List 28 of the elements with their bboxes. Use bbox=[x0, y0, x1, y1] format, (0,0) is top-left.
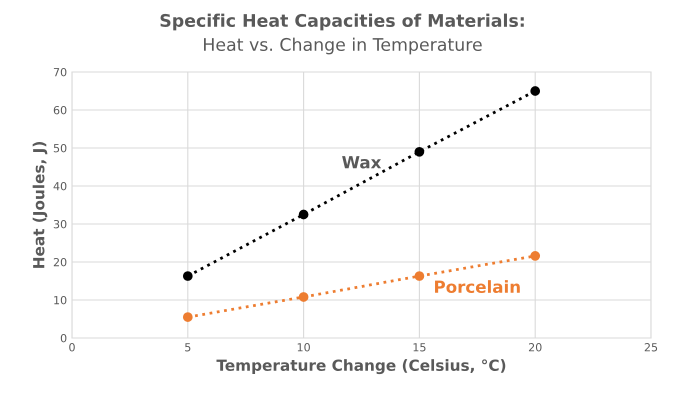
x-tick-label: 10 bbox=[298, 343, 310, 352]
y-tick-label: 30 bbox=[54, 220, 66, 228]
y-tick-label: 40 bbox=[54, 182, 66, 190]
point bbox=[414, 271, 424, 281]
x-axis-title: Temperature Change (Celsius, °C) bbox=[216, 359, 506, 374]
x-tick-label: 0 bbox=[69, 343, 75, 352]
y-tick-label: 20 bbox=[54, 258, 66, 266]
x-tick-label: 5 bbox=[185, 343, 190, 352]
series-label: Porcelain bbox=[435, 280, 520, 294]
point bbox=[182, 312, 193, 322]
x-tick-label: 20 bbox=[528, 343, 542, 352]
point bbox=[298, 292, 308, 302]
point bbox=[182, 271, 193, 281]
x-tick-label: 15 bbox=[414, 343, 426, 352]
point bbox=[298, 210, 308, 220]
chart-title: Specific Heat Capacities of Materials: bbox=[160, 14, 524, 30]
point bbox=[530, 251, 540, 261]
point bbox=[414, 146, 424, 157]
y-tick-label: 0 bbox=[60, 334, 66, 342]
y-tick-label: 50 bbox=[54, 144, 66, 152]
point bbox=[530, 86, 540, 96]
y-tick-label: 10 bbox=[54, 296, 66, 304]
y-tick-label: 70 bbox=[54, 68, 66, 76]
chart-subtitle: Heat vs. Change in Temperature bbox=[204, 38, 482, 54]
y-axis-title: Heat (Joules, J) bbox=[32, 142, 48, 268]
y-tick-label: 60 bbox=[54, 106, 66, 114]
series-label: Wax bbox=[342, 156, 382, 169]
x-tick-label: 25 bbox=[644, 343, 658, 352]
